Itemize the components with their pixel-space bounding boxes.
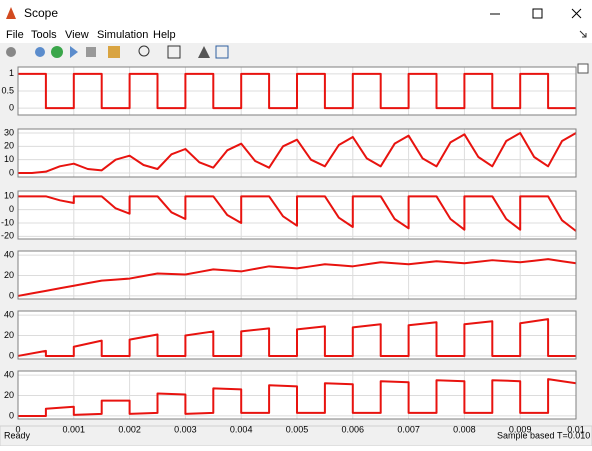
- step-forward-button[interactable]: [70, 46, 78, 58]
- menu-item[interactable]: Tools: [31, 29, 57, 41]
- y-tick-label: 40: [4, 249, 14, 259]
- y-tick-label: 1: [9, 68, 14, 78]
- x-tick-label: 0.002: [118, 424, 141, 434]
- y-tick-label: 0: [9, 350, 14, 360]
- plot-border: [17, 370, 577, 420]
- status-time: T=0.010: [557, 430, 590, 440]
- y-tick-label: 0: [9, 410, 14, 420]
- x-tick-label: 0.01: [567, 424, 585, 434]
- undock-button[interactable]: [579, 30, 587, 38]
- run-button[interactable]: [51, 46, 63, 58]
- zoom-button[interactable]: [138, 45, 150, 57]
- autoscale-button[interactable]: [167, 45, 181, 59]
- status-text: Ready: [4, 430, 31, 440]
- settings-button[interactable]: [6, 47, 16, 57]
- y-tick-label: 30: [4, 127, 14, 137]
- signal-line: [18, 132, 577, 174]
- signal-line: [18, 378, 577, 417]
- x-tick-label: 0.009: [509, 424, 532, 434]
- signal-line: [18, 72, 576, 110]
- y-tick-label: 10: [4, 191, 14, 201]
- menu-item[interactable]: View: [65, 29, 89, 41]
- plot-border: [17, 310, 577, 360]
- plot-border: [17, 128, 577, 178]
- x-tick-label: 0: [15, 424, 20, 434]
- y-tick-label: 40: [4, 309, 14, 319]
- menu-bar: [0, 28, 592, 43]
- x-tick-label: 0.006: [342, 424, 365, 434]
- y-tick-label: -10: [1, 217, 14, 227]
- signal-line: [17, 318, 576, 357]
- x-tick-label: 0.003: [174, 424, 197, 434]
- y-tick-label: 0: [9, 290, 14, 300]
- x-tick-label: 0.005: [286, 424, 309, 434]
- y-tick-label: 20: [4, 390, 14, 400]
- y-tick-label: 20: [4, 141, 14, 151]
- y-tick-label: 10: [4, 154, 14, 164]
- x-tick-label: 0.007: [397, 424, 420, 434]
- menu-item[interactable]: Simulation: [97, 29, 148, 41]
- title-bar: [0, 0, 592, 28]
- maximize-button[interactable]: [532, 8, 543, 19]
- y-tick-label: 0: [9, 103, 14, 113]
- plot-border: [17, 190, 577, 240]
- toolbar: [6, 45, 229, 59]
- menu-item[interactable]: File: [6, 29, 24, 41]
- plot-border: [17, 66, 577, 116]
- x-tick-label: 0.001: [63, 424, 86, 434]
- signal-line: [17, 258, 577, 297]
- x-tick-label: 0.008: [453, 424, 476, 434]
- y-tick-label: 40: [4, 369, 14, 379]
- y-tick-label: 20: [4, 270, 14, 280]
- triggers-button[interactable]: [198, 46, 210, 58]
- status-mode: Sample based: [497, 430, 555, 440]
- measurements-button[interactable]: [215, 45, 229, 59]
- window-title: Scope: [24, 6, 58, 20]
- signal-line: [18, 195, 577, 232]
- x-tick-label: 0.004: [230, 424, 253, 434]
- y-tick-label: -20: [1, 231, 14, 241]
- stop-button[interactable]: [86, 47, 96, 57]
- app-icon: [6, 7, 16, 19]
- plot-border: [17, 250, 577, 300]
- step-back-button[interactable]: [35, 47, 45, 57]
- highlight-button[interactable]: [108, 46, 120, 58]
- restore-button[interactable]: [577, 63, 589, 74]
- close-button[interactable]: [571, 8, 582, 19]
- y-tick-label: 0.5: [1, 85, 14, 95]
- y-tick-label: 0: [9, 167, 14, 177]
- y-tick-label: 20: [4, 330, 14, 340]
- menu-item[interactable]: Help: [153, 29, 176, 41]
- y-tick-label: 0: [9, 204, 14, 214]
